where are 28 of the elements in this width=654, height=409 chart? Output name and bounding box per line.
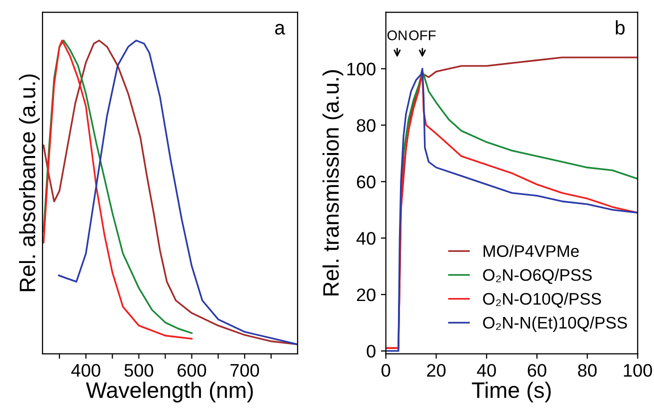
x-tick-label: 60 <box>528 364 546 377</box>
y-tick-label: 20 <box>356 288 376 302</box>
x-tick-label: 100 <box>624 364 652 377</box>
y-tick-label: 80 <box>356 119 376 132</box>
x-tick-label: 20 <box>427 364 446 377</box>
legend-label: MO/P4VPMe <box>484 244 579 258</box>
y-tick-label: 40 <box>356 232 376 245</box>
annotation: OFF <box>409 30 436 40</box>
x-tick-label: 600 <box>178 364 206 377</box>
annotation: b <box>616 20 625 35</box>
y-tick-label: 0 <box>366 344 376 358</box>
annotation: ON <box>387 30 406 40</box>
x-tick-label: 500 <box>124 364 154 377</box>
x-axis-title: Time (s) <box>472 382 551 402</box>
legend-label: O₂N-N(Et)10Q/PSS <box>483 316 627 332</box>
y-tick-label: 100 <box>347 62 376 76</box>
y-axis-title: Rel. absorbance (a.u.) <box>19 74 40 292</box>
x-axis-title: Wavelength (nm) <box>86 382 253 402</box>
y-tick-label: 60 <box>356 176 376 188</box>
y-axis-title: Rel. transmission (a.u.) <box>322 70 344 296</box>
legend-label: O₂N-O6Q/PSS <box>483 268 592 284</box>
legend-label: O₂N-O10Q/PSS <box>483 292 602 308</box>
x-tick-label: 80 <box>578 364 597 377</box>
x-tick-label: 0 <box>382 364 390 377</box>
x-tick-label: 400 <box>71 364 100 377</box>
text: a <box>275 24 286 35</box>
x-tick-label: 40 <box>476 364 496 377</box>
x-tick-label: 700 <box>230 364 260 377</box>
